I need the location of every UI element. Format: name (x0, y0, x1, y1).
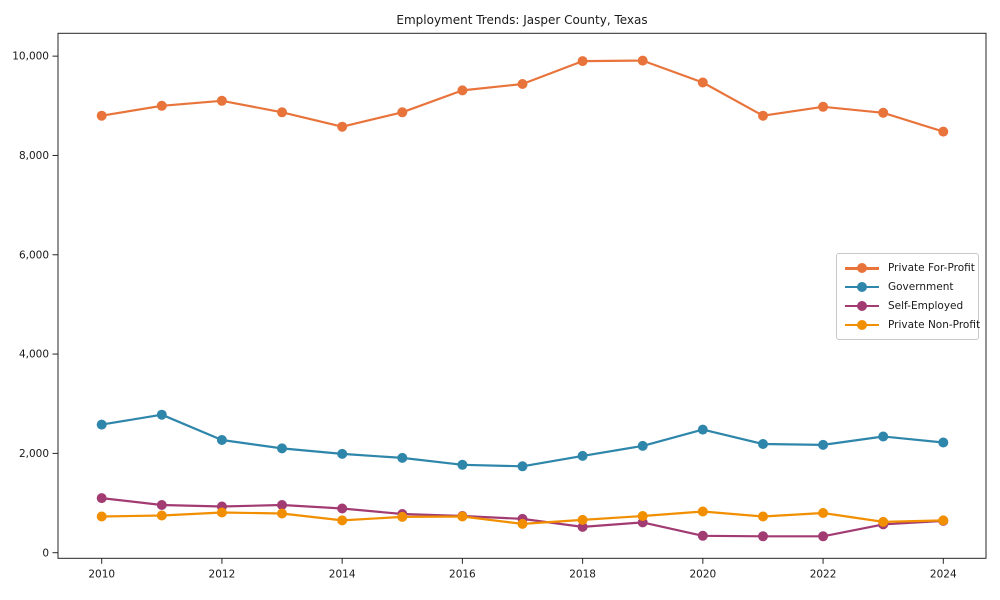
data-point (938, 437, 949, 448)
data-point (457, 511, 468, 522)
data-point (878, 431, 889, 442)
data-point (637, 440, 648, 451)
series-line (100, 59, 945, 133)
legend-line-marker-icon (845, 319, 879, 330)
legend-item: Private For-Profit (845, 259, 975, 278)
data-point (878, 516, 889, 527)
legend-label: Self-Employed (888, 299, 964, 312)
data-point (457, 85, 468, 96)
x-tick-label: 2014 (329, 568, 356, 580)
data-point (397, 107, 408, 118)
x-tick-label: 2016 (449, 568, 476, 580)
legend-label: Private Non-Profit (888, 318, 981, 331)
x-tick-label: 2022 (810, 568, 837, 580)
data-point (156, 409, 167, 420)
data-point (697, 530, 708, 541)
data-point (577, 450, 588, 461)
data-point (758, 531, 768, 542)
data-point (96, 511, 107, 522)
x-tick-label: 2012 (209, 568, 236, 580)
data-point (517, 461, 528, 472)
data-point (277, 107, 287, 118)
y-tick-label: 8,000 (19, 150, 49, 162)
data-point (758, 110, 768, 121)
y-tick-label: 6,000 (19, 249, 49, 261)
data-point (758, 511, 768, 522)
plot-border (57, 32, 987, 559)
data-point (577, 514, 588, 525)
x-tick-label: 2024 (930, 568, 957, 580)
data-point (337, 503, 348, 514)
data-point (216, 435, 227, 445)
data-point (156, 500, 167, 510)
legend-line-marker-icon (845, 263, 879, 274)
legend-line-marker-icon (845, 282, 879, 293)
x-tick-label: 2018 (569, 568, 596, 580)
data-point (337, 448, 348, 459)
legend: Private For-Profit Government Self-Employe… (836, 253, 980, 340)
data-point (337, 121, 348, 132)
legend-line-marker-icon (845, 300, 879, 311)
data-point (818, 439, 829, 450)
data-point (337, 515, 348, 526)
legend-item: Government (845, 278, 972, 297)
data-point (277, 443, 287, 454)
data-point (96, 110, 107, 121)
data-point (697, 77, 708, 88)
data-point (156, 510, 167, 521)
data-point (577, 56, 588, 67)
legend-label: Government (888, 281, 954, 294)
data-point (577, 521, 588, 532)
data-point (818, 508, 829, 518)
data-point (517, 518, 528, 529)
data-point (938, 515, 949, 526)
data-point (397, 511, 408, 522)
y-tick-label: 2,000 (19, 448, 49, 460)
data-point (96, 419, 107, 430)
y-tick-label: 4,000 (19, 349, 49, 361)
data-point (277, 500, 287, 510)
data-point (878, 107, 889, 118)
data-point (397, 452, 408, 463)
data-point (457, 459, 468, 470)
chart-title: Employment Trends: Jasper County, Texas (396, 13, 648, 27)
data-point (818, 531, 829, 542)
data-point (697, 506, 708, 517)
data-point (517, 79, 528, 89)
legend-item: Self-Employed (845, 297, 972, 316)
data-point (758, 439, 768, 449)
x-tick-label: 2020 (689, 568, 716, 580)
data-point (637, 511, 648, 521)
data-point (938, 126, 949, 137)
series-line (100, 413, 945, 468)
data-point (818, 101, 829, 112)
data-point (216, 507, 227, 518)
legend-label: Private For-Profit (888, 262, 975, 275)
legend-item: Private Non-Profit (845, 315, 980, 334)
y-tick-label: 10,000 (12, 51, 49, 63)
data-point (277, 508, 287, 519)
data-point (637, 55, 648, 66)
y-tick-label: 0 (42, 547, 49, 559)
data-point (156, 100, 167, 111)
data-point (96, 493, 107, 504)
x-tick-label: 2010 (88, 568, 115, 580)
data-point (216, 95, 227, 106)
data-point (697, 424, 708, 435)
